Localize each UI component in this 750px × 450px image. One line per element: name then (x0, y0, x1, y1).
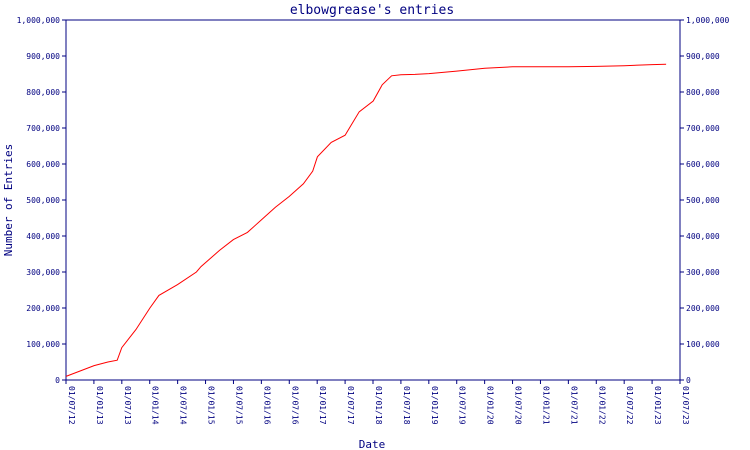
x-tick-label: 01/07/14 (179, 386, 188, 425)
x-axis: 01/07/12 01/01/13 01/07/13 01/01/14 01/07/14… (65, 380, 690, 425)
x-tick-label: 01/07/19 (458, 386, 467, 425)
x-tick-label: 01/07/21 (569, 386, 578, 425)
x-tick-label: 01/01/22 (597, 386, 606, 425)
x-tick-label: 01/07/12 (67, 386, 76, 425)
y-tick-label-right: 800,000 (686, 88, 720, 97)
y-tick-label-right: 500,000 (686, 196, 720, 205)
y-tick-label-right: 900,000 (686, 52, 720, 61)
x-tick-label: 01/07/22 (625, 386, 634, 425)
x-tick-label: 01/07/15 (234, 386, 243, 425)
chart-title: elbowgrease's entries (290, 3, 454, 18)
x-tick-label: 01/01/21 (541, 386, 550, 425)
series-layer (65, 63, 667, 377)
y-tick-label-left: 700,000 (26, 124, 60, 133)
y-tick-label-left: 300,000 (26, 268, 60, 277)
x-tick-label: 01/01/13 (95, 386, 104, 425)
y-tick-label-right: 1,000,000 (686, 16, 730, 25)
y-tick-label-right: 100,000 (686, 340, 720, 349)
y-tick-label-left: 1,000,000 (17, 16, 61, 25)
x-axis-label: Date (359, 438, 386, 450)
x-tick-label: 01/07/18 (402, 386, 411, 425)
y-tick-label-right: 200,000 (686, 304, 720, 313)
y-tick-label-left: 0 (55, 376, 60, 385)
series-line (65, 63, 667, 377)
y-tick-label-left: 200,000 (26, 304, 60, 313)
x-tick-label: 01/01/16 (262, 386, 271, 425)
y-tick-label-right: 700,000 (686, 124, 720, 133)
y-tick-label-right: 0 (686, 376, 691, 385)
x-tick-label: 01/01/17 (318, 386, 327, 425)
x-tick-label: 01/01/23 (653, 386, 662, 425)
plot-frame (65, 19, 681, 381)
y-tick-label-left: 100,000 (26, 340, 60, 349)
y-axis-label: Number of Entries (2, 144, 15, 257)
x-tick-label: 01/07/13 (123, 386, 132, 425)
y-tick-label-left: 500,000 (26, 196, 60, 205)
y-tick-label-left: 400,000 (26, 232, 60, 241)
y-tick-label-left: 600,000 (26, 160, 60, 169)
x-tick-label: 01/01/20 (486, 386, 495, 425)
y-axis-right: 0 100,000 200,000 300,000 400,000 500,000 600,… (680, 16, 730, 385)
y-axis-left: 0 100,000 200,000 300,000 400,000 500,000 600,… (17, 16, 66, 385)
y-tick-label-right: 300,000 (686, 268, 720, 277)
x-tick-label: 01/07/23 (681, 386, 690, 425)
y-tick-label-left: 800,000 (26, 88, 60, 97)
y-tick-label-right: 600,000 (686, 160, 720, 169)
x-tick-label: 01/07/17 (346, 386, 355, 425)
x-tick-label: 01/01/19 (430, 386, 439, 425)
x-tick-label: 01/01/18 (374, 386, 383, 425)
x-tick-label: 01/07/20 (514, 386, 523, 425)
y-tick-label-left: 900,000 (26, 52, 60, 61)
x-tick-label: 01/01/14 (151, 386, 160, 425)
x-tick-label: 01/07/16 (290, 386, 299, 425)
y-tick-label-right: 400,000 (686, 232, 720, 241)
x-tick-label: 01/01/15 (207, 386, 216, 425)
